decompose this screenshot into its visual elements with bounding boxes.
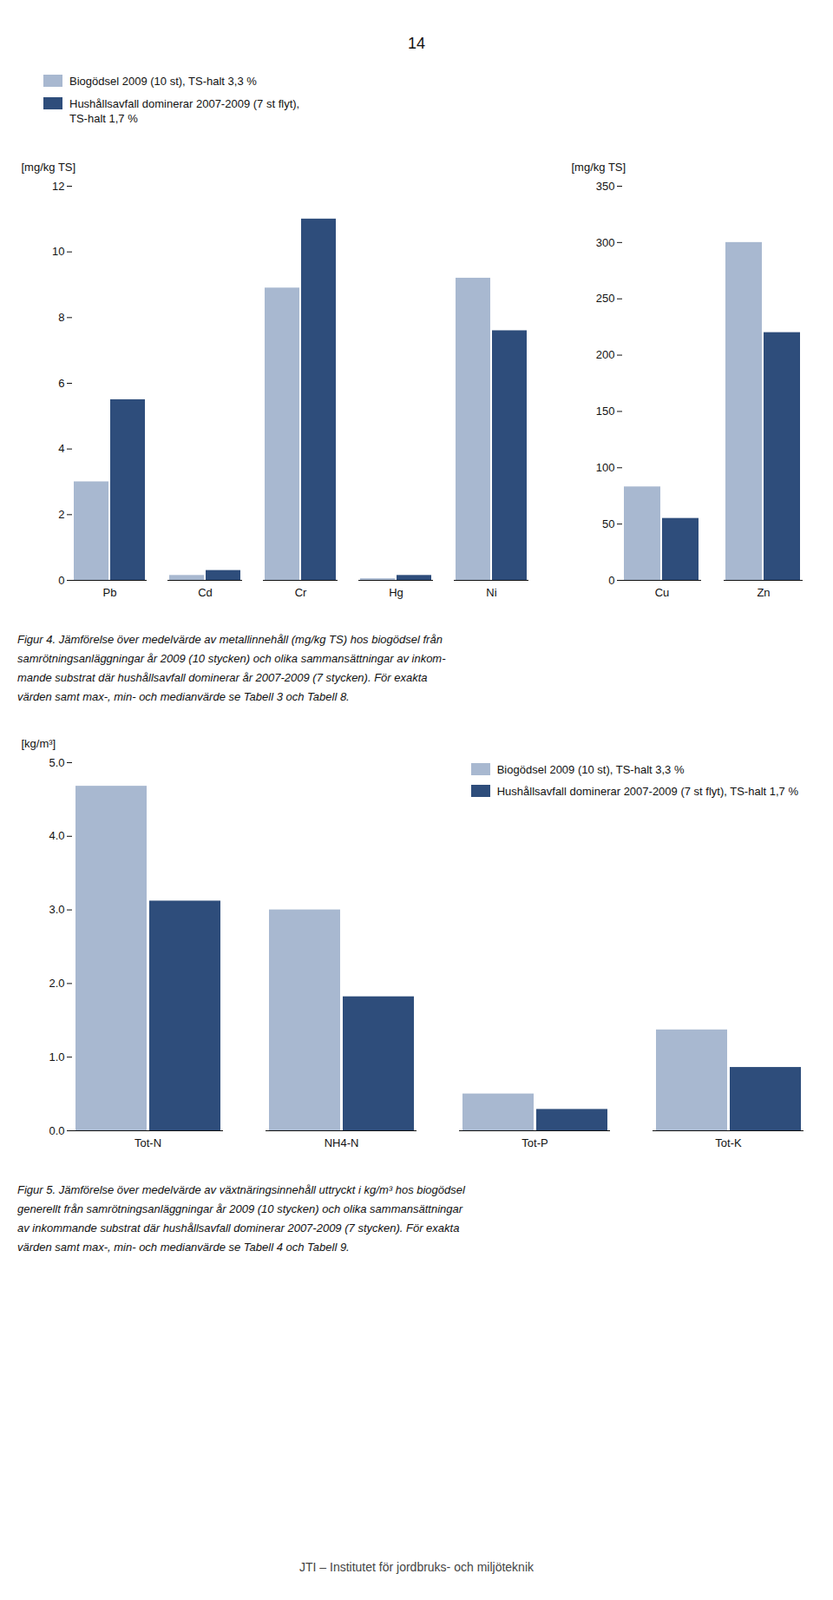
svg-text:5.0: 5.0 bbox=[48, 754, 65, 768]
svg-text:Zn: Zn bbox=[756, 584, 770, 598]
svg-text:2: 2 bbox=[58, 507, 65, 521]
svg-text:Ni: Ni bbox=[485, 584, 497, 598]
svg-text:NH4-N: NH4-N bbox=[324, 1134, 360, 1148]
svg-text:Cu: Cu bbox=[655, 584, 670, 598]
svg-text:8: 8 bbox=[58, 310, 65, 324]
svg-text:0: 0 bbox=[58, 572, 65, 586]
svg-text:4.0: 4.0 bbox=[48, 828, 65, 842]
html-text:Biogödsel 2009 (10 st), TS-hal: Biogödsel 2009 (10 st), TS-halt 3,3 % bbox=[496, 762, 685, 776]
svg-text:300: 300 bbox=[596, 235, 616, 249]
svg-text:2.0: 2.0 bbox=[48, 976, 65, 990]
svg-text:0: 0 bbox=[608, 572, 615, 586]
html-text:värden samt max-, min- och med: värden samt max-, min- och medianvärde s… bbox=[17, 1239, 350, 1253]
html-text:mande substrat där hushållsavf: mande substrat där hushållsavfall domine… bbox=[17, 670, 428, 684]
html-text:Figur 5. Jämförelse över medel: Figur 5. Jämförelse över medelvärde av v… bbox=[17, 1182, 466, 1196]
html-text:Hushållsavfall dominerar 2007-: Hushållsavfall dominerar 2007-2009 (7 st… bbox=[496, 784, 799, 798]
svg-text:[mg/kg TS]: [mg/kg TS] bbox=[21, 159, 77, 173]
svg-text:250: 250 bbox=[596, 291, 616, 305]
svg-text:Cr: Cr bbox=[295, 584, 308, 598]
svg-text:Hg: Hg bbox=[388, 584, 404, 598]
svg-text:10: 10 bbox=[52, 244, 65, 258]
svg-text:50: 50 bbox=[602, 516, 615, 530]
svg-text:3.0: 3.0 bbox=[48, 902, 65, 916]
svg-text:350: 350 bbox=[596, 178, 616, 192]
html-text:JTI – Institutet för jordbruks: JTI – Institutet för jordbruks- och milj… bbox=[299, 1559, 534, 1574]
svg-text:[mg/kg TS]: [mg/kg TS] bbox=[571, 159, 627, 173]
svg-text:200: 200 bbox=[596, 347, 616, 361]
svg-text:Tot-P: Tot-P bbox=[521, 1134, 548, 1148]
svg-text:Pb: Pb bbox=[103, 584, 118, 598]
svg-text:[kg/m³]: [kg/m³] bbox=[21, 735, 57, 749]
html-text:Hushållsavfall dominerar 2007-: Hushållsavfall dominerar 2007-2009 (7 st… bbox=[69, 96, 300, 126]
svg-text:Cd: Cd bbox=[197, 584, 213, 598]
html-text:generellt från samrötningsanlä: generellt från samrötningsanläggningar å… bbox=[17, 1201, 463, 1215]
svg-text:6: 6 bbox=[58, 375, 65, 389]
svg-text:100: 100 bbox=[596, 460, 616, 474]
html-text:samrötningsanläggningar år 200: samrötningsanläggningar år 2009 (10 styc… bbox=[17, 651, 446, 665]
svg-text:1.0: 1.0 bbox=[48, 1049, 65, 1063]
html-text:Biogödsel 2009 (10 st), TS-hal: Biogödsel 2009 (10 st), TS-halt 3,3 % bbox=[69, 74, 257, 88]
html-text:Figur 4. Jämförelse över medel: Figur 4. Jämförelse över medelvärde av m… bbox=[17, 632, 443, 646]
html-text:av inkommande substrat där hus: av inkommande substrat där hushållsavfal… bbox=[17, 1220, 460, 1234]
svg-text:Tot-K: Tot-K bbox=[714, 1134, 742, 1148]
html-text:14: 14 bbox=[407, 34, 426, 53]
svg-text:150: 150 bbox=[596, 404, 616, 418]
svg-text:4: 4 bbox=[58, 441, 65, 455]
html-text:värden samt max-, min- och med: värden samt max-, min- och medianvärde s… bbox=[17, 689, 350, 703]
svg-text:0.0: 0.0 bbox=[48, 1122, 65, 1136]
svg-text:12: 12 bbox=[52, 178, 65, 192]
svg-text:Tot-N: Tot-N bbox=[134, 1134, 162, 1148]
